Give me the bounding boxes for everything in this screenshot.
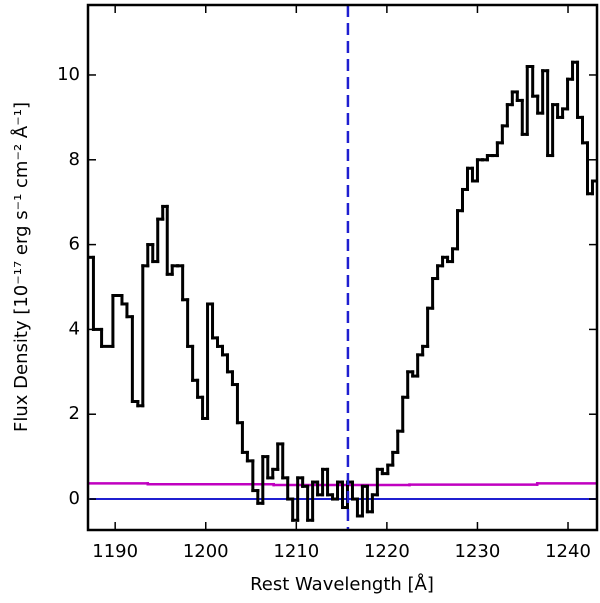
x-tick-label: 1220 <box>364 541 410 562</box>
y-tick-label: 2 <box>69 403 80 424</box>
plot-area <box>88 5 597 530</box>
plot-frame <box>86 3 599 532</box>
y-tick-label: 8 <box>69 149 80 170</box>
x-tick-label: 1190 <box>92 541 138 562</box>
x-tick-label: 1210 <box>273 541 319 562</box>
x-tick-label: 1200 <box>183 541 229 562</box>
y-tick-label: 0 <box>69 488 80 509</box>
x-axis-title: Rest Wavelength [Å] <box>250 573 434 595</box>
x-tick-label: 1240 <box>545 541 591 562</box>
y-tick-label: 4 <box>69 318 80 339</box>
x-tick-label: 1230 <box>455 541 501 562</box>
y-axis-title: Flux Density [10⁻¹⁷ erg s⁻¹ cm⁻² Å⁻¹] <box>10 102 32 432</box>
y-tick-label: 6 <box>69 234 80 255</box>
y-tick-label: 10 <box>57 64 80 85</box>
